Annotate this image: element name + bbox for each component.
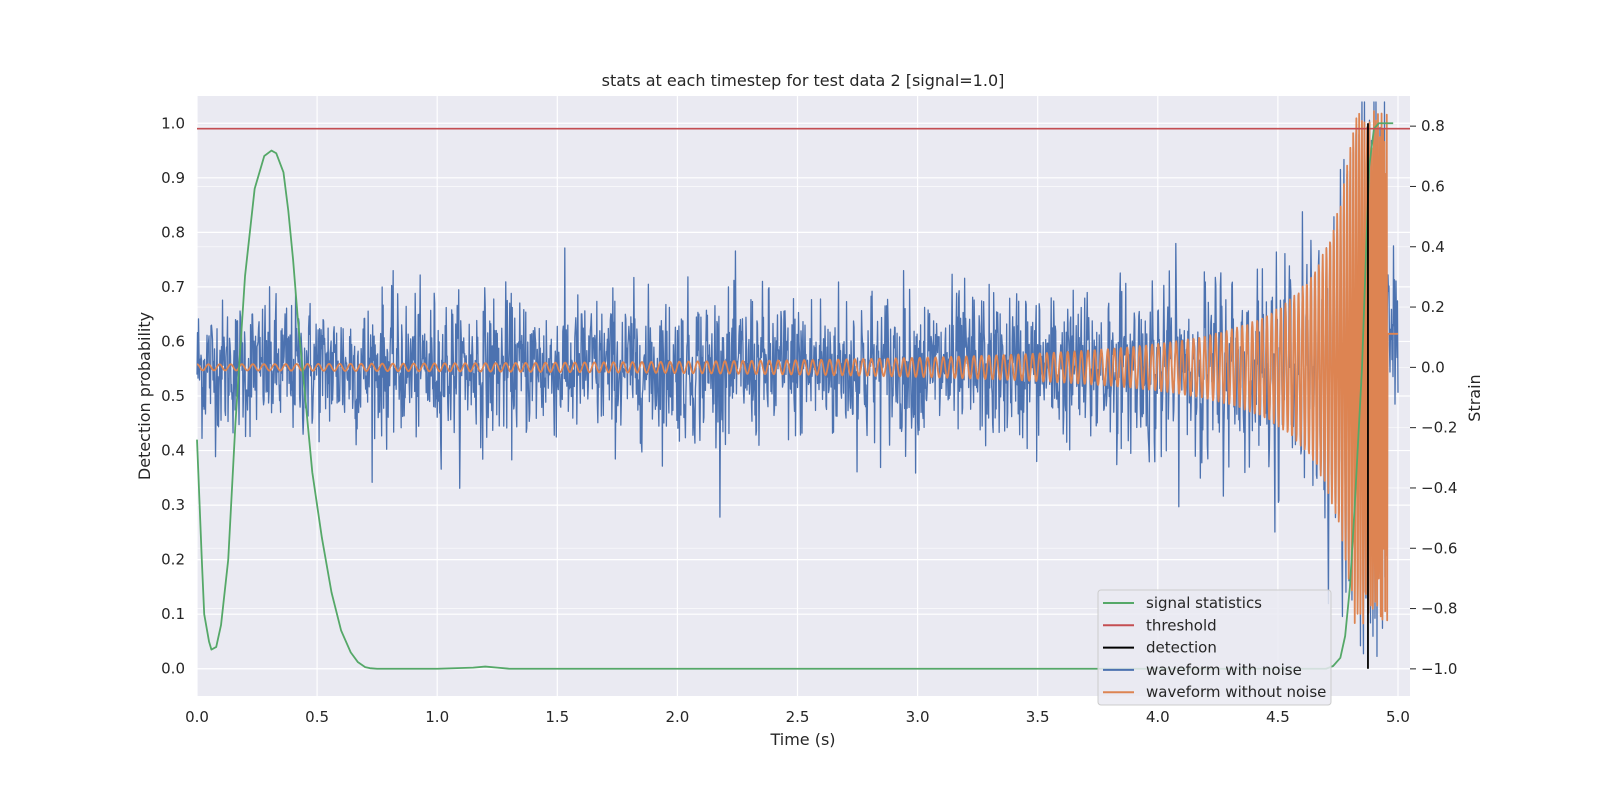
x-tick-label: 5.0: [1386, 708, 1410, 726]
x-tick-label: 1.0: [425, 708, 449, 726]
y-left-tick-label: 0.5: [161, 387, 185, 405]
y-axis-title-right: Strain: [1465, 374, 1484, 421]
y-left-tick-label: 0.1: [161, 605, 185, 623]
y-left-tick-label: 0.4: [161, 442, 185, 460]
y-left-tick-label: 1.0: [161, 114, 185, 132]
series-layer: [196, 101, 1410, 670]
legend-label: waveform without noise: [1146, 683, 1326, 701]
legend-label: threshold: [1146, 616, 1217, 634]
series-waveform-without-noise: [196, 110, 1399, 625]
legend-box: [1097, 589, 1332, 706]
legend-label: waveform with noise: [1146, 661, 1302, 679]
y-left-tick-label: 0.3: [161, 496, 185, 514]
x-tick-label: 4.0: [1146, 708, 1170, 726]
y-right-tick-label: −0.6: [1421, 539, 1457, 557]
x-tick-label: 3.5: [1026, 708, 1050, 726]
y-right-tick-label: 0.8: [1421, 117, 1445, 135]
x-tick-label: 0.5: [305, 708, 329, 726]
y-left-tick-label: 0.9: [161, 169, 185, 187]
y-right-tick-label: −0.2: [1421, 419, 1457, 437]
y-right-tick-label: 0.4: [1421, 238, 1445, 256]
y-left-tick-label: 0.6: [161, 332, 185, 350]
series-waveform-with-noise: [196, 101, 1399, 657]
legend-label: signal statistics: [1146, 594, 1262, 612]
y-left-tick-label: 0.8: [161, 223, 185, 241]
x-tick-label: 1.5: [545, 708, 569, 726]
y-left-tick-label: 0.2: [161, 551, 185, 569]
x-axis-title: Time (s): [769, 730, 835, 749]
y-right-tick-label: −0.8: [1421, 600, 1457, 618]
x-tick-label: 4.5: [1266, 708, 1290, 726]
x-tick-label: 3.0: [906, 708, 930, 726]
y-right-tick-label: 0.0: [1421, 358, 1445, 376]
x-tick-label: 0.0: [185, 708, 209, 726]
legend: signal statistics threshold detection wavef…: [1097, 589, 1332, 706]
y-right-tick-labels: −1.0 −0.8 −0.6 −0.4 −0.2 0.0 0.2 0.4 0.6 0.8: [1410, 117, 1457, 678]
series-signal-statistics: [196, 122, 1394, 670]
y-right-tick-label: −1.0: [1421, 660, 1457, 678]
x-tick-label: 2.0: [665, 708, 689, 726]
legend-label: detection: [1146, 639, 1217, 657]
chart-title: stats at each timestep for test data 2 […: [602, 71, 1005, 90]
y-right-tick-label: 0.6: [1421, 177, 1445, 195]
y-axis-title-left: Detection probability: [135, 312, 154, 480]
y-right-tick-label: 0.2: [1421, 298, 1445, 316]
y-left-tick-label: 0.0: [161, 660, 185, 678]
x-tick-labels: 0.0 0.5 1.0 1.5 2.0 2.5 3.0 3.5 4.0 4.5 5.0: [185, 708, 1410, 726]
y-left-tick-labels: 0.0 0.1 0.2 0.3 0.4 0.5 0.6 0.7 0.8 0.9 1.0: [161, 114, 185, 677]
y-left-tick-label: 0.7: [161, 278, 185, 296]
y-right-tick-label: −0.4: [1421, 479, 1457, 497]
x-tick-label: 2.5: [786, 708, 810, 726]
